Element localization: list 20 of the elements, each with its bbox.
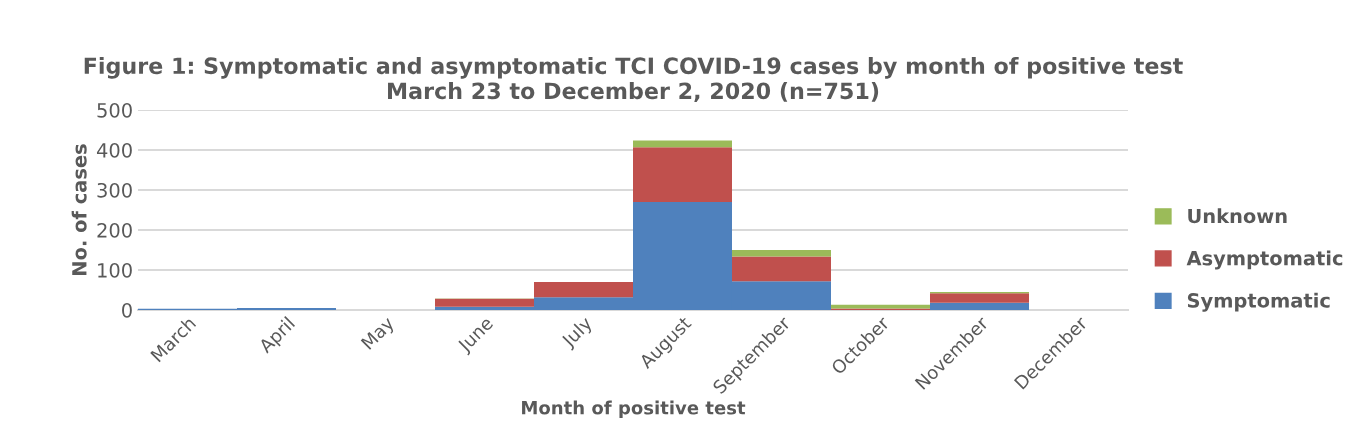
legend-label: Asymptomatic bbox=[1186, 250, 1343, 270]
y-tick-label: 0 bbox=[122, 302, 132, 318]
y-tick-label: 300 bbox=[97, 182, 132, 198]
bar bbox=[633, 140, 732, 148]
y-tick-label: 500 bbox=[97, 102, 132, 118]
bar bbox=[732, 256, 831, 282]
bar bbox=[435, 298, 534, 307]
y-axis-title: No. of cases bbox=[71, 144, 87, 275]
bar bbox=[930, 293, 1029, 303]
bar bbox=[732, 250, 831, 257]
y-tick-label: 400 bbox=[96, 142, 132, 158]
legend-label: Unknown bbox=[1188, 208, 1287, 224]
x-axis-title: Month of positive test bbox=[522, 400, 746, 419]
bar bbox=[534, 282, 633, 298]
bar bbox=[633, 147, 732, 202]
legend-label: Symptomatic bbox=[1187, 292, 1330, 312]
y-tick-label: 100 bbox=[98, 262, 132, 278]
chart-title: Figure 1: Symptomatic and asymptomatic TCI COVID-19 cases by month of positive test March 23 to December 2, 2020 (n=751) bbox=[84, 56, 1183, 103]
y-tick-label: 200 bbox=[97, 222, 132, 238]
bar bbox=[930, 302, 1029, 310]
